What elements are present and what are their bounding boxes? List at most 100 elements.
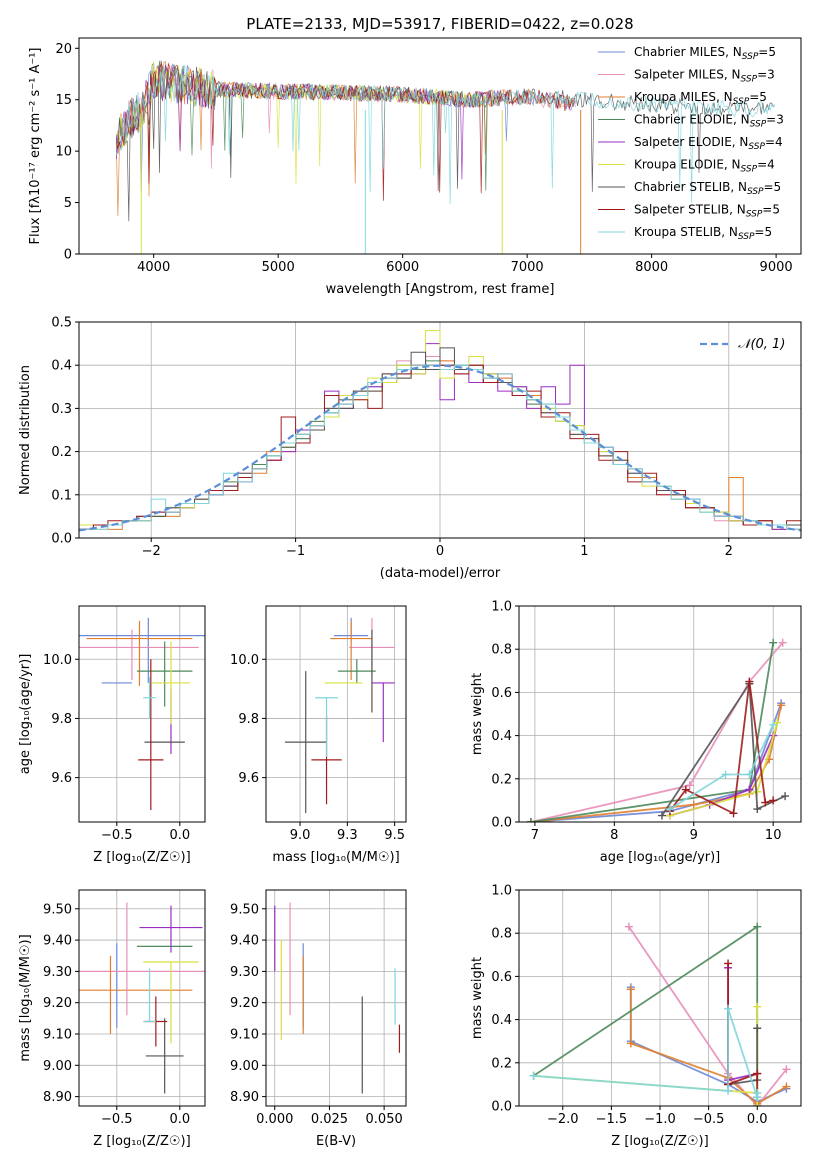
panel-spectrum: 4000 5000 6000 7000 8000 9000 0 5 10 15 20 waveleng… [28, 37, 802, 297]
data-point-marker [689, 800, 698, 809]
data-point-marker [526, 818, 535, 822]
series-line [530, 702, 782, 822]
axes-frame [78, 37, 802, 255]
gaussian-curve [79, 364, 801, 532]
x-tick-label: −0.5 [693, 1112, 725, 1127]
y-tick-label: 9.8 [51, 712, 72, 727]
series-line [115, 62, 576, 201]
x-tick-label: −0.5 [101, 1112, 133, 1127]
y-tick-label: 0.1 [51, 488, 72, 503]
series-line [530, 642, 784, 822]
y-tick-label: 0.6 [491, 970, 512, 985]
x-tick-label: 9.5 [384, 828, 405, 843]
x-tick-label: 8000 [635, 260, 668, 275]
y-tick-label: 9.10 [230, 1028, 259, 1043]
x-tick-label: −1 [286, 544, 305, 559]
data-point-marker [778, 638, 787, 647]
axes-frame [265, 889, 407, 1107]
x-tick-label: 8 [610, 828, 618, 843]
data-layer [79, 617, 205, 811]
y-tick-label: 0.2 [51, 445, 72, 460]
x-axis-label: Z [log₁₀(Z/Z☉)] [93, 1134, 190, 1149]
legend-label: Kroupa ELODIE, NSSP=4 [634, 158, 775, 175]
legend-label: Kroupa STELIB, NSSP=5 [634, 225, 772, 242]
legend-label: Salpeter ELODIE, NSSP=4 [634, 135, 783, 152]
y-tick-label: 0.4 [491, 729, 512, 744]
y-tick-label: 9.20 [43, 996, 72, 1011]
data-point-marker [753, 1069, 762, 1078]
data-layer [274, 902, 401, 1094]
data-point-marker [753, 1002, 762, 1011]
panels: 4000 5000 6000 7000 8000 900005101520waveleng… [18, 37, 802, 1149]
x-tick-label: 9.3 [337, 828, 358, 843]
data-point-marker [745, 770, 754, 779]
y-axis-label: mass weight [470, 957, 485, 1039]
x-tick-label: 10 [765, 828, 782, 843]
y-tick-label: 9.20 [230, 996, 259, 1011]
x-tick-label: 5000 [262, 260, 295, 275]
x-tick-label: −1.0 [644, 1112, 676, 1127]
legend-label: 𝒩(0, 1) [738, 337, 785, 352]
y-tick-label: 9.00 [230, 1059, 259, 1074]
y-tick-label: 0.8 [491, 643, 512, 658]
y-tick-label: 10.0 [43, 653, 72, 668]
data-point-marker [745, 785, 754, 794]
y-axis-label: Normed distribution [18, 365, 33, 495]
x-axis-label: wavelength [Angstrom, rest frame] [326, 282, 555, 297]
data-point-marker [657, 811, 666, 820]
legend-label: Chabrier MILES, NSSP=5 [634, 45, 776, 62]
y-tick-label: 9.30 [230, 965, 259, 980]
x-tick-label: 7 [531, 828, 539, 843]
x-tick-label: 0.025 [311, 1112, 348, 1127]
data-point-marker [724, 959, 733, 968]
y-tick-label: 9.8 [238, 712, 259, 727]
y-tick-label: 9.30 [43, 965, 72, 980]
y-tick-label: 9.00 [43, 1059, 72, 1074]
data-layer [79, 902, 205, 1094]
axes-frame [78, 889, 206, 1107]
y-tick-label: 9.6 [51, 771, 72, 786]
data-point-marker [724, 1004, 733, 1013]
data-point-marker [665, 805, 674, 814]
panel-mass_vs_Z: −0.5 0.0 8.90 9.00 9.10 9.20 9.30 9.40 9.50 Z [lo… [18, 889, 206, 1149]
y-tick-label: 0.8 [491, 927, 512, 942]
figure-title: PLATE=2133, MJD=53917, FIBERID=0422, z=0… [246, 15, 633, 33]
y-tick-label: 0.2 [491, 1056, 512, 1071]
data-point-marker [745, 677, 754, 686]
x-axis-label: E(B-V) [316, 1134, 356, 1149]
x-tick-label: 4000 [137, 260, 170, 275]
x-tick-label: 0.000 [256, 1112, 293, 1127]
x-tick-label: 9 [690, 828, 698, 843]
data-layer [79, 330, 801, 532]
y-tick-label: 0.0 [491, 1100, 512, 1115]
x-axis-label: mass [log₁₀(M/M☉)] [272, 850, 399, 865]
legend-label: Salpeter STELIB, NSSP=5 [634, 203, 780, 220]
x-tick-label: −1.5 [596, 1112, 628, 1127]
data-point-marker [769, 796, 778, 805]
data-point-marker [624, 922, 633, 931]
legend-label: Salpeter MILES, NSSP=3 [634, 68, 775, 85]
y-tick-label: 0 [64, 248, 72, 263]
data-point-marker [626, 1039, 635, 1048]
data-point-marker [769, 720, 778, 729]
data-point-marker [782, 1082, 791, 1091]
data-point-marker [724, 1086, 733, 1095]
x-tick-label: 2 [725, 544, 733, 559]
x-tick-label: 0.0 [169, 828, 190, 843]
data-point-marker [729, 809, 738, 818]
legend: Chabrier MILES, NSSP=5 Salpeter MILES, NS… [598, 45, 784, 242]
x-axis-label: age [log₁₀(age/yr)] [600, 850, 721, 865]
y-tick-label: 0.4 [51, 359, 72, 374]
data-layer [526, 638, 790, 822]
x-tick-label: −2.0 [547, 1112, 579, 1127]
data-point-marker [685, 781, 694, 790]
data-point-marker [782, 1065, 791, 1074]
legend-label: Chabrier STELIB, NSSP=5 [634, 180, 781, 197]
x-tick-label: −2 [142, 544, 161, 559]
y-tick-label: 9.40 [230, 934, 259, 949]
data-point-marker [753, 805, 762, 814]
x-tick-label: 0.050 [366, 1112, 403, 1127]
axes-frame [518, 605, 802, 823]
y-tick-label: 8.90 [43, 1090, 72, 1105]
